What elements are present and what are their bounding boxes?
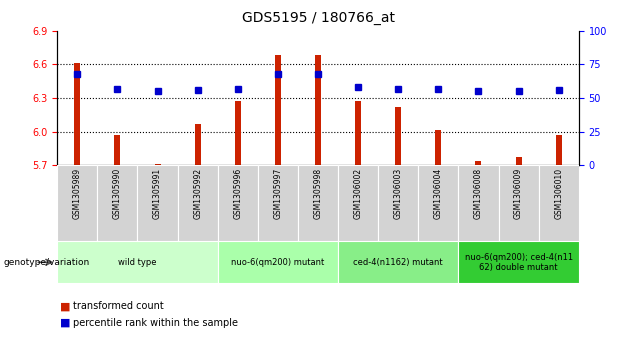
- Text: percentile rank within the sample: percentile rank within the sample: [73, 318, 238, 328]
- FancyBboxPatch shape: [338, 241, 459, 283]
- FancyBboxPatch shape: [298, 165, 338, 241]
- Text: GSM1305998: GSM1305998: [314, 167, 322, 219]
- Text: GSM1305992: GSM1305992: [193, 167, 202, 219]
- FancyBboxPatch shape: [258, 165, 298, 241]
- Bar: [395, 107, 401, 165]
- Bar: [114, 135, 120, 165]
- Bar: [235, 101, 241, 165]
- Text: GSM1306009: GSM1306009: [514, 167, 523, 219]
- Text: GSM1305997: GSM1305997: [273, 167, 282, 219]
- Text: GSM1305989: GSM1305989: [73, 167, 82, 219]
- Bar: [436, 130, 441, 165]
- Bar: [155, 164, 160, 165]
- Text: ced-4(n1162) mutant: ced-4(n1162) mutant: [354, 258, 443, 267]
- Text: wild type: wild type: [118, 258, 156, 267]
- Text: transformed count: transformed count: [73, 301, 164, 311]
- Text: genotype/variation: genotype/variation: [3, 258, 90, 267]
- Bar: [476, 161, 481, 165]
- Text: GSM1305991: GSM1305991: [153, 167, 162, 219]
- FancyBboxPatch shape: [539, 165, 579, 241]
- Bar: [315, 56, 321, 165]
- FancyBboxPatch shape: [418, 165, 459, 241]
- Bar: [516, 157, 522, 165]
- FancyBboxPatch shape: [338, 165, 378, 241]
- FancyBboxPatch shape: [459, 241, 579, 283]
- Text: GSM1306002: GSM1306002: [354, 167, 363, 219]
- Text: GSM1305990: GSM1305990: [113, 167, 122, 219]
- Text: GDS5195 / 180766_at: GDS5195 / 180766_at: [242, 11, 394, 25]
- FancyBboxPatch shape: [218, 241, 338, 283]
- Text: GSM1305996: GSM1305996: [233, 167, 242, 219]
- Bar: [275, 56, 281, 165]
- Text: GSM1306003: GSM1306003: [394, 167, 403, 219]
- FancyBboxPatch shape: [499, 165, 539, 241]
- FancyBboxPatch shape: [137, 165, 177, 241]
- FancyBboxPatch shape: [177, 165, 218, 241]
- FancyBboxPatch shape: [378, 165, 418, 241]
- FancyBboxPatch shape: [459, 165, 499, 241]
- FancyBboxPatch shape: [218, 165, 258, 241]
- Text: GSM1306008: GSM1306008: [474, 167, 483, 219]
- Text: nuo-6(qm200); ced-4(n11
62) double mutant: nuo-6(qm200); ced-4(n11 62) double mutan…: [464, 253, 572, 272]
- Bar: [556, 135, 562, 165]
- Text: ■: ■: [60, 301, 71, 311]
- Text: ■: ■: [60, 318, 71, 328]
- FancyBboxPatch shape: [57, 165, 97, 241]
- FancyBboxPatch shape: [57, 241, 218, 283]
- Text: nuo-6(qm200) mutant: nuo-6(qm200) mutant: [232, 258, 324, 267]
- Bar: [195, 124, 201, 165]
- Bar: [74, 63, 80, 165]
- FancyBboxPatch shape: [97, 165, 137, 241]
- Text: GSM1306010: GSM1306010: [554, 167, 563, 219]
- Bar: [355, 101, 361, 165]
- Text: GSM1306004: GSM1306004: [434, 167, 443, 219]
